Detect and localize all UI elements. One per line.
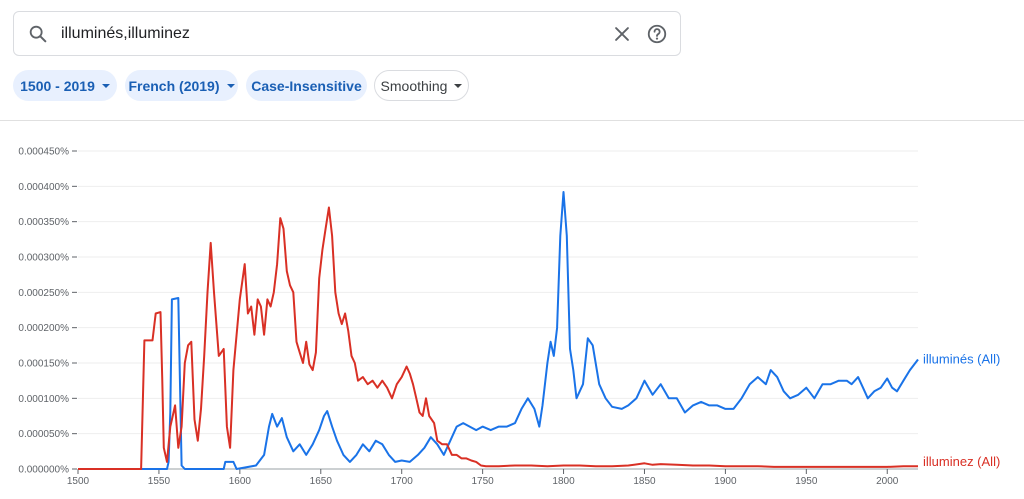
x-tick-label: 1700 [391, 476, 414, 487]
series-label-2: illuminez (All) [923, 454, 1000, 469]
y-tick-label: 0.000400% [18, 182, 69, 193]
y-tick-label: 0.000050% [18, 429, 69, 440]
year-range-label: 1500 - 2019 [20, 77, 95, 94]
search-box[interactable] [13, 11, 681, 56]
caret-down-icon [454, 83, 463, 88]
x-tick-label: 1750 [471, 476, 494, 487]
x-tick-label: 1600 [229, 476, 252, 487]
case-insensitive-label: Case-Insensitive [251, 77, 362, 94]
corpus-chip[interactable]: French (2019) [125, 70, 238, 101]
divider [0, 120, 1024, 121]
x-tick-label: 1900 [714, 476, 737, 487]
y-tick-label: 0.000300% [18, 253, 69, 264]
smoothing-chip[interactable]: Smoothing [374, 70, 469, 101]
caret-down-icon [226, 83, 235, 88]
close-icon[interactable] [611, 23, 633, 45]
corpus-label: French (2019) [128, 77, 220, 94]
y-tick-label: 0.000000% [18, 465, 69, 476]
x-tick-label: 1500 [67, 476, 90, 487]
caret-down-icon [101, 83, 110, 88]
x-tick-label: 1550 [148, 476, 171, 487]
x-tick-label: 1850 [633, 476, 656, 487]
smoothing-label: Smoothing [380, 77, 448, 94]
year-range-chip[interactable]: 1500 - 2019 [13, 70, 117, 101]
x-tick-label: 1650 [310, 476, 333, 487]
y-tick-label: 0.000350% [18, 217, 69, 228]
case-insensitive-chip[interactable]: Case-Insensitive [246, 70, 367, 101]
x-tick-label: 1800 [552, 476, 575, 487]
y-tick-label: 0.000200% [18, 323, 69, 334]
search-input[interactable] [61, 22, 601, 46]
x-tick-label: 2000 [876, 476, 899, 487]
series-line-1 [78, 191, 919, 470]
y-tick-label: 0.000100% [18, 394, 69, 405]
search-icon [29, 25, 47, 43]
x-tick-label: 1950 [795, 476, 818, 487]
help-circle-icon[interactable] [646, 23, 668, 45]
series-line-2 [78, 206, 918, 470]
y-tick-label: 0.000250% [18, 288, 69, 299]
series-label-1: illuminés (All) [923, 351, 1000, 366]
y-tick-label: 0.000450% [18, 147, 69, 158]
y-tick-label: 0.000150% [18, 359, 69, 370]
